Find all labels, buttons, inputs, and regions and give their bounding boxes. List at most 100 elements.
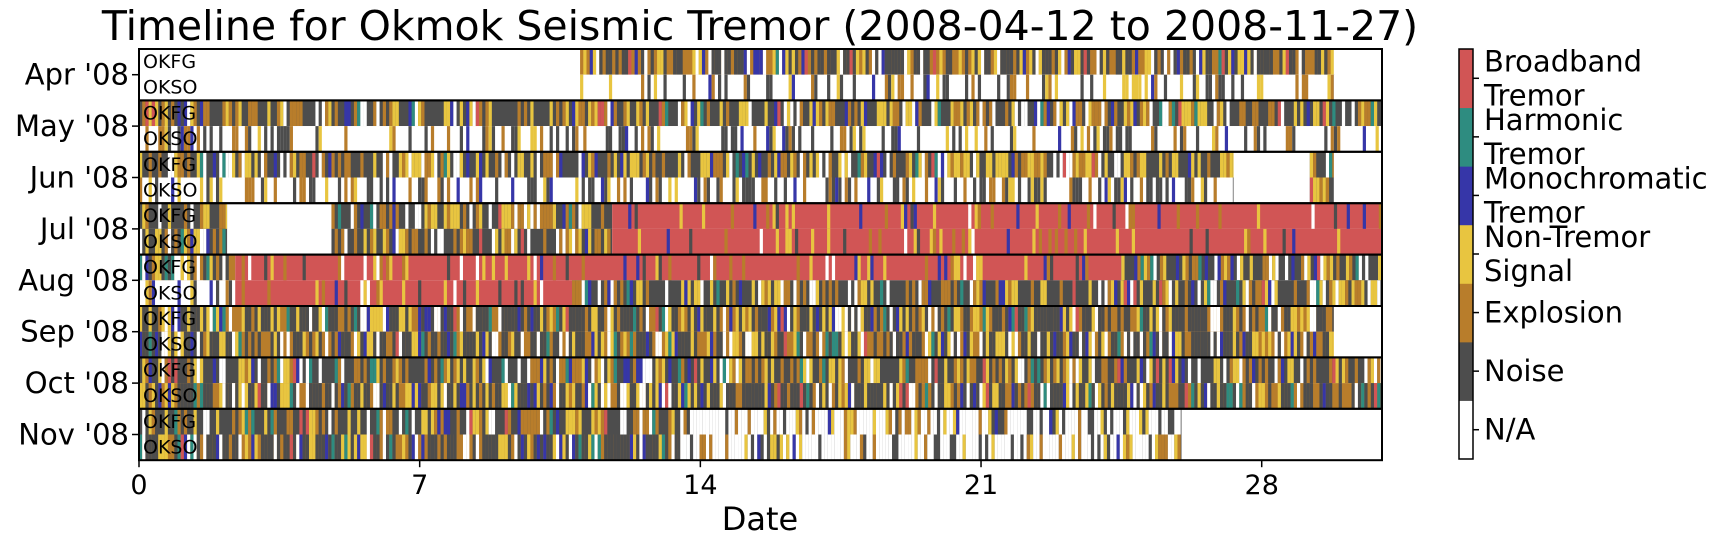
timeline-slice (584, 357, 589, 384)
timeline-slice (881, 126, 885, 152)
segment-base (1233, 151, 1310, 178)
timeline-slice (857, 383, 861, 409)
timeline-slice (1178, 306, 1182, 332)
timeline-slice (453, 357, 457, 384)
timeline-slice (446, 383, 451, 409)
timeline-slice (337, 254, 342, 281)
segment-Jun '08-OKFG (1333, 151, 1382, 178)
timeline-slice (679, 49, 683, 75)
timeline-slice (636, 280, 640, 306)
month-label: Sep '08 (20, 315, 129, 349)
timeline-slice (225, 100, 229, 127)
timeline-slice (713, 357, 717, 384)
timeline-slice (543, 228, 547, 255)
timeline-slice (671, 408, 675, 435)
timeline-slice (248, 151, 252, 178)
timeline-slice (649, 357, 653, 384)
timeline-slice (575, 100, 579, 127)
timeline-slice (1329, 280, 1333, 306)
timeline-slice (668, 408, 672, 435)
timeline-slice (443, 280, 447, 306)
timeline-slice (539, 434, 544, 461)
timeline-slice (193, 331, 197, 358)
timeline-slice (916, 49, 921, 75)
timeline-slice (904, 408, 909, 435)
timeline-slice (956, 254, 961, 281)
x-axis: 0 7 14 21 28 (130, 460, 1279, 501)
timeline-slice (1187, 100, 1192, 127)
timeline-slice (193, 100, 197, 127)
timeline-slice (863, 100, 868, 127)
segment-Apr '08-OKSO (1333, 74, 1382, 101)
timeline-slice (151, 383, 156, 409)
timeline-slice (966, 151, 970, 178)
timeline-slice (1139, 331, 1144, 358)
timeline-slice (629, 280, 633, 306)
timeline-slice (1114, 280, 1118, 306)
timeline-slice (767, 151, 771, 178)
timeline-slice (599, 49, 603, 75)
timeline-slice (196, 151, 200, 178)
timeline-slice (578, 203, 582, 229)
timeline-slice (395, 306, 399, 332)
timeline-slice (289, 434, 293, 461)
timeline-slice (1072, 280, 1076, 306)
timeline-slice (1085, 306, 1089, 332)
timeline-slice (475, 331, 480, 358)
timeline-slice (1237, 49, 1241, 75)
timeline-slice (1191, 254, 1196, 281)
timeline-slice (456, 151, 460, 178)
timeline-slice (1085, 254, 1089, 281)
timeline-slice (1240, 74, 1245, 101)
timeline-slice (260, 151, 265, 178)
timeline-slice (331, 306, 335, 332)
segment-Nov '08-OKFG (139, 408, 681, 435)
timeline-slice (791, 203, 795, 229)
timeline-slice (443, 331, 447, 358)
timeline-slice (357, 383, 361, 409)
timeline-slice (730, 203, 735, 229)
timeline-slice (610, 100, 614, 127)
timeline-slice (267, 100, 271, 127)
timeline-slice (908, 383, 913, 409)
timeline-slice (742, 254, 746, 281)
timeline-slice (873, 151, 877, 178)
timeline-slice (1033, 306, 1038, 332)
timeline-slice (562, 228, 566, 255)
timeline-slice (1024, 254, 1028, 281)
timeline-slice (578, 434, 582, 461)
timeline-slice (751, 151, 755, 178)
timeline-slice (847, 280, 852, 306)
timeline-slice (174, 408, 178, 435)
timeline-slice (1107, 306, 1111, 332)
timeline-slice (408, 151, 412, 178)
timeline-slice (645, 383, 650, 409)
timeline-slice (944, 357, 948, 384)
timeline-slice (286, 331, 290, 358)
timeline-slice (1094, 151, 1099, 178)
timeline-slice (766, 126, 770, 152)
timeline-slice (636, 254, 640, 281)
timeline-slice (668, 357, 672, 384)
timeline-slice (681, 357, 685, 384)
timeline-slice (634, 203, 638, 229)
timeline-slice (562, 203, 566, 229)
timeline-slice (1066, 383, 1070, 409)
timeline-slice (1055, 408, 1059, 435)
timeline-slice (1099, 49, 1103, 75)
timeline-slice (424, 203, 428, 229)
timeline-slice (815, 151, 820, 178)
timeline-slice (244, 383, 249, 409)
timeline-slice (155, 434, 159, 461)
timeline-slice (1088, 357, 1092, 384)
timeline-slice (918, 357, 922, 384)
timeline-slice (360, 331, 364, 358)
timeline-slice (321, 434, 326, 461)
timeline-slice (1197, 280, 1201, 306)
timeline-slice (376, 254, 380, 281)
timeline-slice (963, 383, 967, 409)
timeline-slice (148, 151, 152, 178)
timeline-slice (1191, 306, 1195, 332)
timeline-slice (491, 408, 496, 435)
timeline-slice (382, 331, 386, 358)
